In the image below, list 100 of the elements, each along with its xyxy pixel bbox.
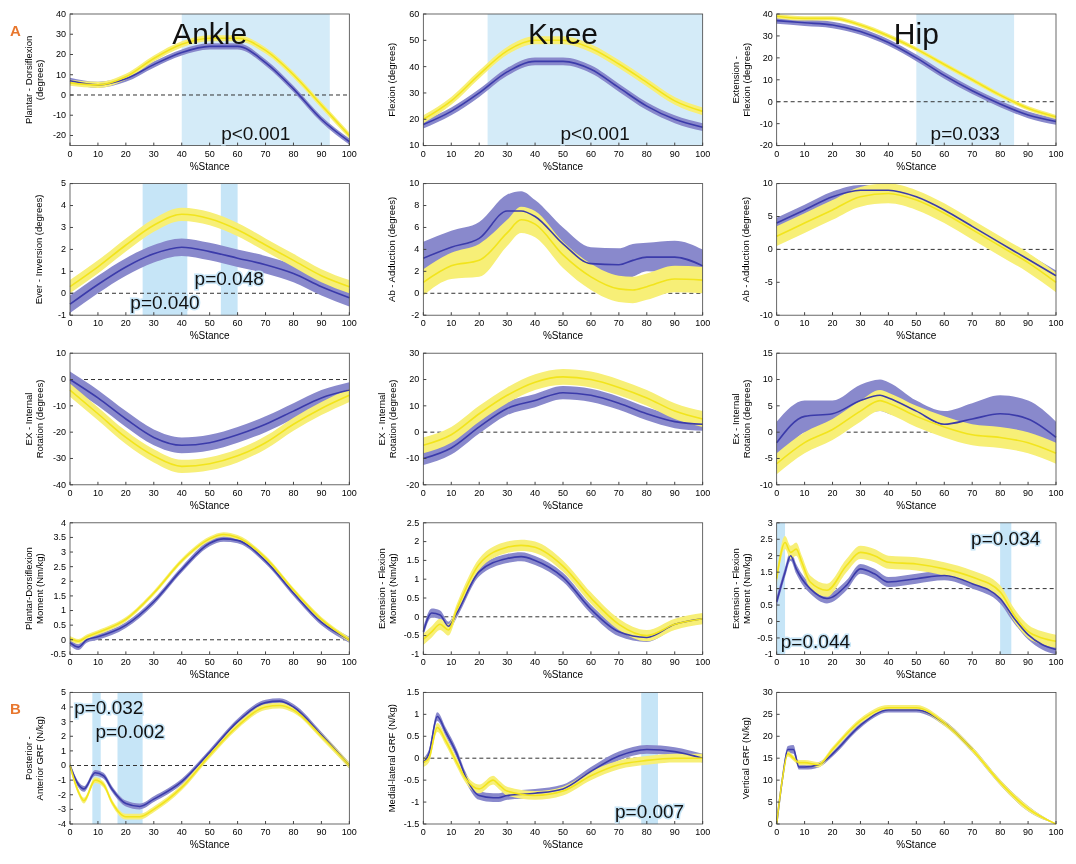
x-tick-label: 40 — [530, 318, 541, 329]
x-tick-label: 20 — [120, 827, 131, 837]
y-axis-title: Ex - Internal Rotation (degrees) — [729, 379, 752, 459]
x-tick-label: 100 — [341, 657, 357, 668]
x-tick-label: 20 — [474, 487, 485, 498]
x-tick-label: 50 — [911, 318, 922, 329]
y-tick-label: 5 — [767, 211, 773, 222]
x-tick-label: 30 — [502, 487, 513, 498]
x-tick-label: 70 — [613, 657, 624, 668]
y-tick-label: 30 — [762, 30, 773, 41]
y-tick-label: 4 — [60, 517, 66, 528]
x-tick-label: 100 — [695, 827, 711, 837]
y-tick-label: 25 — [762, 709, 773, 720]
x-tick-label: 80 — [995, 487, 1006, 498]
x-tick-label: 70 — [967, 487, 978, 498]
y-tick-label: -1 — [411, 649, 420, 660]
y-tick-label: 20 — [762, 52, 773, 63]
y-tick-label: 30 — [55, 29, 66, 40]
x-tick-label: 90 — [669, 148, 680, 159]
y-tick-label: 40 — [55, 8, 66, 19]
x-tick-label: 70 — [967, 318, 978, 329]
text: B — [10, 700, 21, 718]
x-tick-label: 50 — [557, 657, 569, 668]
x-tick-label: 70 — [260, 318, 271, 329]
x-axis-title: %Stance — [189, 669, 231, 681]
x-tick-label: 20 — [120, 148, 131, 159]
chart-title: Hip — [893, 17, 939, 50]
y-tick-label: 2 — [60, 731, 66, 742]
y-tick-label: 10 — [55, 69, 66, 80]
y-tick-label: 4 — [414, 244, 420, 255]
y-tick-label: 10 — [762, 178, 773, 189]
y-tick-label: 0 — [767, 427, 773, 438]
y-tick-label: 1 — [767, 583, 773, 594]
y-tick-label: 0 — [60, 288, 66, 299]
y-tick-label: -20 — [52, 130, 66, 141]
x-tick-label: 60 — [232, 318, 243, 329]
y-tick-label: 1 — [414, 709, 420, 720]
x-tick-label: 70 — [613, 487, 624, 498]
x-tick-label: 0 — [774, 657, 780, 668]
y-tick-label: -10 — [52, 400, 66, 411]
x-tick-label: 50 — [911, 487, 922, 498]
y-tick-label: 40 — [762, 8, 773, 19]
y-tick-label: -1.5 — [403, 818, 420, 829]
y-tick-label: 2 — [60, 244, 66, 255]
x-tick-label: 20 — [827, 827, 838, 837]
x-tick-label: 60 — [939, 657, 950, 668]
y-tick-label: 5 — [60, 687, 66, 698]
y-tick-label: 3.5 — [53, 532, 66, 543]
x-tick-label: 80 — [288, 487, 299, 498]
x-tick-label: 30 — [148, 318, 159, 329]
x-tick-label: 10 — [799, 148, 810, 159]
x-axis-title: %Stance — [896, 499, 937, 511]
x-tick-label: 50 — [204, 827, 215, 837]
x-tick-label: 70 — [260, 827, 271, 837]
y-tick-label: 0.5 — [760, 599, 773, 610]
y-tick-label: -1 — [57, 310, 66, 321]
y-tick-label: 1 — [60, 745, 66, 756]
y-tick-label: -10 — [52, 110, 66, 121]
x-tick-label: 80 — [641, 487, 652, 498]
x-tick-label: 60 — [939, 318, 950, 329]
y-tick-label: -10 — [759, 310, 773, 321]
band-label: p=0.034 — [971, 527, 1041, 549]
x-axis-title: %Stance — [189, 499, 231, 511]
x-tick-label: 50 — [204, 148, 215, 159]
x-tick-label: 10 — [446, 657, 457, 668]
y-tick-label: 4 — [60, 200, 66, 211]
x-tick-label: 90 — [669, 318, 680, 329]
x-tick-label: 50 — [911, 148, 922, 159]
y-tick-label: -30 — [52, 453, 66, 464]
x-tick-label: 30 — [502, 657, 513, 668]
x-tick-label: 80 — [288, 657, 299, 668]
x-tick-label: 90 — [669, 657, 680, 668]
y-axis-title: Medial-lateral GRF (N/kg) — [386, 704, 398, 813]
y-tick-label: 1 — [414, 574, 420, 585]
y-tick-label: -10 — [759, 118, 773, 129]
x-tick-label: 80 — [995, 148, 1006, 159]
x-tick-label: 70 — [260, 657, 271, 668]
x-axis-title: %Stance — [896, 839, 937, 850]
y-tick-label: 2.5 — [406, 517, 420, 528]
y-axis-title: Plantar - Dorsiflexion (degrees) — [23, 35, 45, 124]
x-tick-label: 70 — [967, 827, 978, 837]
y-tick-label: 2 — [414, 536, 420, 547]
y-tick-label: 15 — [762, 348, 773, 359]
x-tick-label: 0 — [774, 487, 780, 498]
x-tick-label: 60 — [585, 148, 596, 159]
x-tick-label: 60 — [585, 827, 596, 837]
y-axis-title: Ab - Adduction (degrees) — [739, 196, 751, 302]
y-axis-title: EX - Internal Rotation (degrees) — [376, 379, 399, 459]
x-tick-label: 40 — [883, 487, 894, 498]
y-tick-label: 3 — [60, 716, 66, 727]
x-tick-label: 70 — [967, 148, 978, 159]
y-tick-label: -10 — [759, 479, 773, 490]
x-tick-label: 50 — [911, 657, 922, 668]
y-tick-label: 1.5 — [53, 590, 66, 601]
x-tick-label: 60 — [232, 487, 243, 498]
x-tick-label: 90 — [316, 487, 327, 498]
x-tick-label: 10 — [799, 827, 810, 837]
y-tick-label: 0 — [60, 89, 66, 100]
x-tick-label: 30 — [502, 148, 513, 159]
x-tick-label: 100 — [1048, 487, 1064, 498]
